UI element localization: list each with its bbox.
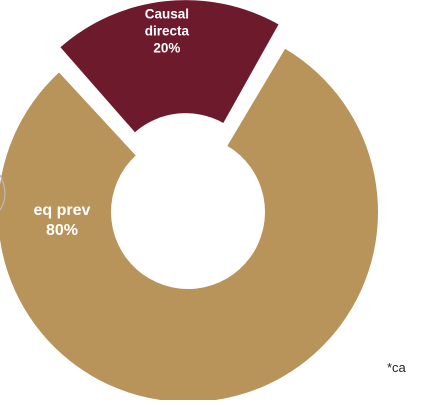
slice-label-line: Causal: [145, 7, 189, 22]
slice-label-line: eq prev: [34, 202, 91, 219]
chart-footnote: *ca: [387, 360, 406, 375]
edge-bracket-decoration: [0, 174, 6, 211]
slice-label-causal-directa: Causal directa 20%: [145, 7, 190, 56]
donut-slice-causal-directa: [60, 0, 279, 133]
slice-label-line: 80%: [46, 222, 78, 239]
slice-label-line: 20%: [153, 40, 180, 55]
slice-label-line: directa: [145, 23, 190, 38]
slice-label-req-prev: eq prev 80%: [34, 202, 91, 239]
donut-slice-req-prev: [0, 48, 378, 402]
